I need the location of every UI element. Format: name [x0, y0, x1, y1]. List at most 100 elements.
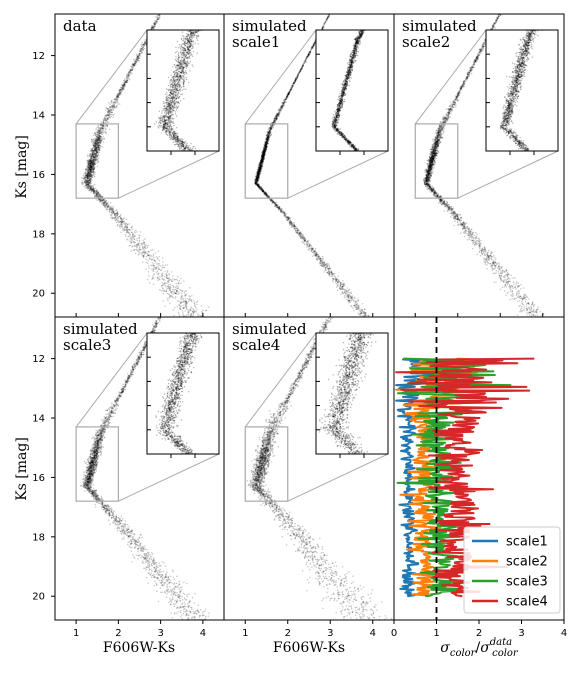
scatter-point [112, 105, 115, 108]
inset-point [182, 35, 184, 37]
inset-point [176, 78, 178, 81]
inset-point [186, 147, 189, 149]
scatter-point [106, 202, 108, 205]
inset-point [182, 47, 184, 49]
scatter-point [172, 309, 175, 311]
inset-point [169, 132, 171, 134]
scatter-point [91, 189, 94, 191]
scatter-point [104, 114, 107, 117]
scatter-point [95, 195, 98, 197]
scatter-point [95, 146, 97, 149]
scatter-point [184, 318, 186, 320]
inset-point [178, 71, 180, 73]
inset-point [176, 85, 179, 88]
scatter-point [86, 186, 89, 188]
scatter-point [83, 179, 86, 182]
scatter-point [97, 129, 99, 132]
scatter-point [169, 283, 172, 286]
scatter-point [97, 148, 99, 151]
inset-point [174, 144, 176, 146]
inset-point [172, 130, 174, 132]
scatter-point [113, 214, 116, 216]
scatter-point [130, 65, 132, 68]
scatter-point [158, 14, 160, 16]
scatter-point [93, 193, 96, 195]
scatter-point [103, 119, 105, 121]
scatter-point [161, 266, 163, 269]
scatter-point [94, 141, 97, 144]
scatter-point [185, 303, 188, 305]
inset-point [162, 125, 165, 128]
scatter-point [200, 305, 202, 307]
scatter-point [90, 187, 93, 189]
inset-point [170, 91, 172, 94]
scatter-point [93, 151, 96, 153]
scatter-point [99, 198, 101, 201]
inset-point [165, 99, 167, 101]
inset-point [185, 57, 187, 59]
scatter-point [152, 26, 155, 29]
scatter-point [128, 71, 130, 74]
scatter-point [95, 159, 97, 162]
inset-point [189, 49, 191, 51]
inset-point [171, 86, 173, 88]
inset-point [177, 102, 179, 104]
scatter-point [97, 126, 99, 129]
scatter-point [110, 213, 112, 216]
scatter-point [108, 207, 111, 209]
y-tick-label: 16 [32, 170, 45, 181]
scatter-point [98, 139, 100, 141]
scatter-point [86, 180, 89, 183]
scatter-point [153, 23, 156, 26]
scatter-point [183, 299, 185, 301]
scatter-point [99, 194, 101, 196]
inset-point [183, 62, 185, 64]
scatter-point [108, 115, 110, 117]
scatter-point [86, 181, 89, 183]
scatter-point [143, 251, 146, 253]
scatter-point [187, 298, 189, 300]
scatter-point [154, 22, 157, 24]
scatter-point [93, 158, 95, 161]
scatter-point [133, 234, 135, 237]
scatter-point [99, 135, 101, 137]
inset-point [183, 39, 185, 41]
scatter-point [112, 211, 115, 214]
scatter-point [132, 65, 135, 67]
inset-point [178, 73, 180, 75]
scatter-point [100, 138, 103, 141]
scatter-point [131, 235, 134, 237]
scatter-point [108, 208, 110, 211]
scatter-point [177, 279, 179, 282]
scatter-point [99, 142, 102, 144]
scatter-point [126, 231, 128, 233]
inset-point [183, 53, 185, 55]
scatter-point [138, 246, 141, 249]
scatter-point [196, 319, 198, 321]
scatter-point [110, 207, 113, 210]
scatter-point [100, 136, 102, 139]
scatter-point [85, 183, 88, 185]
scatter-point [99, 135, 101, 137]
scatter-point [142, 248, 144, 250]
scatter-point [123, 88, 125, 91]
scatter-point [186, 318, 188, 320]
inset-point [177, 56, 180, 58]
inset-point [171, 133, 174, 135]
scatter-point [123, 79, 126, 82]
scatter-point [94, 139, 96, 142]
scatter-point [127, 76, 130, 79]
scatter-point [143, 44, 145, 46]
scatter-point [166, 277, 169, 279]
scatter-point [97, 131, 100, 134]
inset-point [170, 121, 172, 123]
scatter-point [107, 117, 109, 119]
scatter-point [140, 50, 142, 53]
inset-point [165, 96, 168, 99]
inset-point [162, 128, 164, 130]
scatter-point [89, 168, 91, 170]
scatter-point [88, 170, 91, 172]
scatter-point [94, 195, 96, 198]
scatter-point [96, 136, 99, 139]
scatter-point [98, 130, 100, 132]
